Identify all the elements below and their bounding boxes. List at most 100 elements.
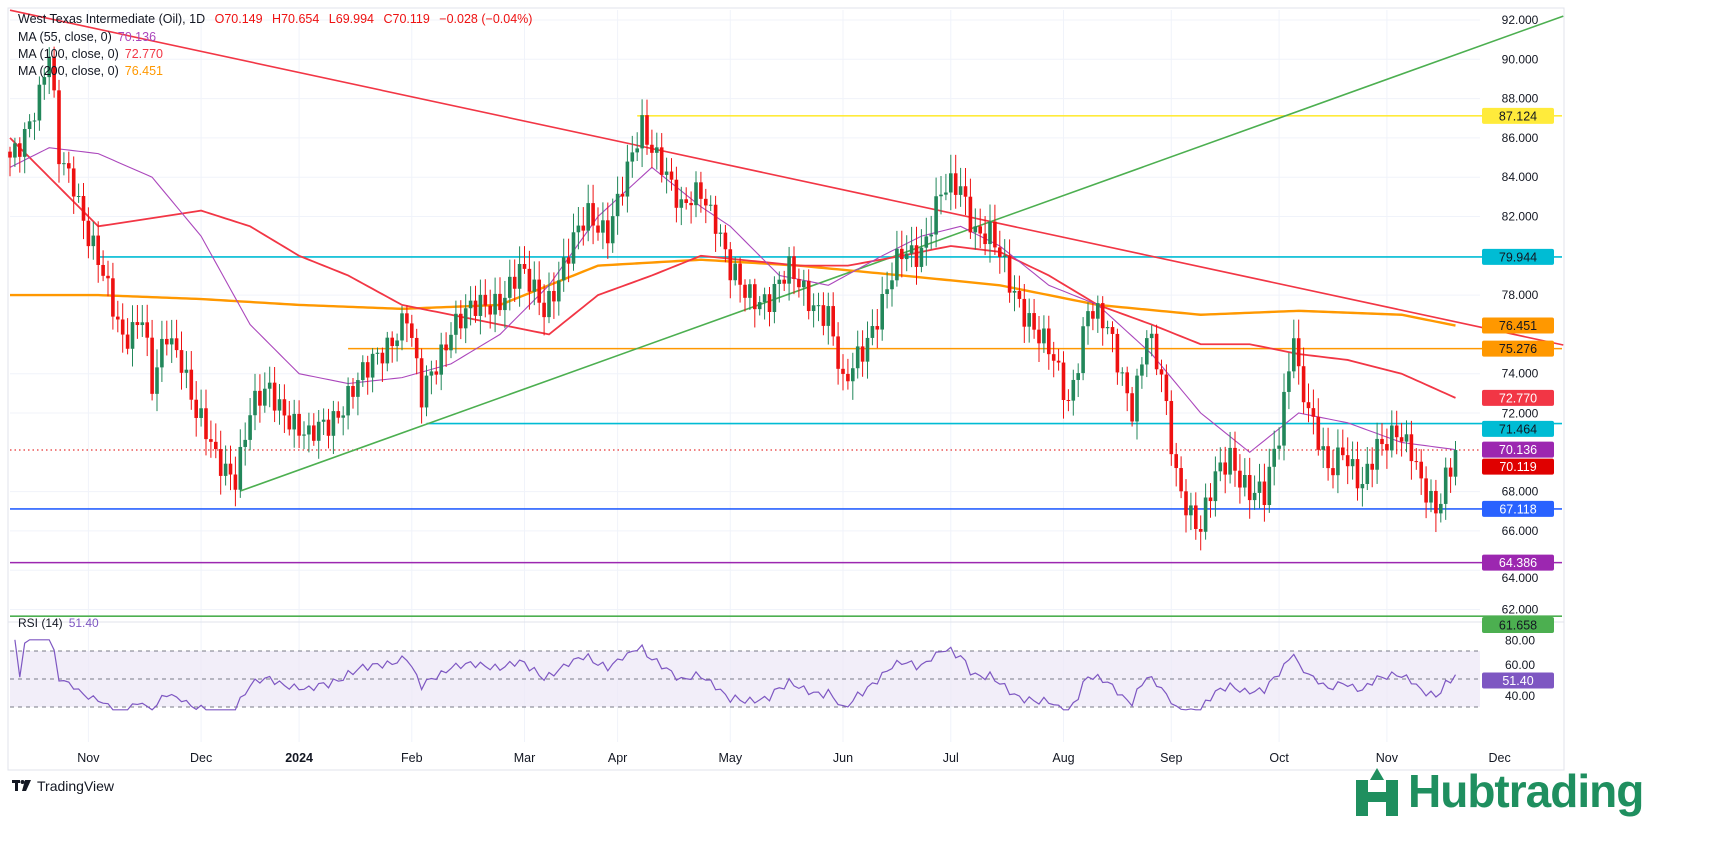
candle-down — [669, 171, 674, 180]
ma200-line — [10, 258, 1456, 327]
time-tick: 2024 — [285, 751, 313, 765]
candle-up — [851, 368, 855, 382]
candle-up — [429, 371, 434, 376]
price-tick: 68.000 — [1502, 485, 1539, 499]
candle-down — [405, 313, 409, 324]
candle-down — [488, 305, 492, 315]
candle-up — [1350, 459, 1355, 467]
candle-down — [1414, 461, 1419, 463]
ma55-label: MA (55, close, 0) — [18, 30, 112, 44]
candle-up — [718, 232, 723, 234]
price-tick: 90.000 — [1502, 52, 1539, 66]
candle-down — [797, 278, 801, 288]
candle-up — [1027, 313, 1031, 327]
price-badge-label: 79.944 — [1499, 250, 1537, 264]
candle-up — [571, 232, 576, 264]
candle-down — [1419, 461, 1423, 479]
candle-up — [1375, 438, 1379, 470]
candle-up — [316, 421, 321, 441]
candle-up — [944, 192, 948, 195]
candle-down — [581, 225, 586, 231]
candle-up — [42, 77, 47, 85]
candle-down — [1164, 374, 1169, 402]
candle-down — [684, 199, 688, 203]
candle-down — [473, 300, 478, 316]
candle-up — [361, 362, 365, 381]
candle-down — [704, 198, 708, 206]
candle-up — [1257, 481, 1262, 493]
candle-down — [537, 279, 541, 303]
ma100-line — [9, 137, 1456, 399]
time-tick: Apr — [608, 751, 627, 765]
candle-up — [1002, 255, 1007, 257]
candle-up — [356, 380, 360, 397]
candle-up — [1365, 463, 1370, 484]
time-tick: Oct — [1269, 751, 1289, 765]
candle-up — [439, 344, 443, 375]
candle-up — [1390, 425, 1394, 451]
candle-down — [1424, 478, 1428, 503]
candle-up — [130, 322, 135, 349]
candle-down — [1169, 401, 1174, 455]
candle-up — [47, 56, 51, 78]
price-badge — [1482, 317, 1554, 334]
candle-down — [900, 248, 904, 260]
candle-down — [101, 264, 105, 276]
rsi-value: 51.40 — [68, 616, 99, 630]
candle-down — [1159, 369, 1164, 375]
candle-up — [1287, 371, 1291, 392]
candle-up — [787, 256, 791, 284]
candle-down — [1399, 437, 1404, 442]
candle-down — [1174, 454, 1178, 469]
candle-up — [586, 203, 590, 231]
candle-up — [1120, 372, 1125, 374]
candle-down — [189, 369, 194, 400]
candle-down — [512, 276, 517, 289]
candle-down — [365, 362, 370, 378]
candle-down — [1448, 467, 1453, 477]
candle-up — [630, 152, 635, 162]
candle-up — [679, 199, 684, 208]
candle-down — [767, 294, 772, 312]
price-axis[interactable]: 92.000 90.000 88.000 87.124 86.000 84.000 82.0… — [1482, 13, 1554, 703]
candle-up — [1096, 303, 1100, 319]
candle-up — [160, 338, 164, 368]
candle-down — [483, 294, 488, 306]
candle-up — [478, 294, 483, 316]
candle-up — [463, 308, 468, 329]
time-axis[interactable]: Nov Dec 2024 Feb Mar Apr May Jun Jul Aug Sep Oct Nov… — [77, 751, 1510, 765]
candle-down — [978, 226, 982, 234]
candle-down — [1061, 362, 1066, 400]
candle-down — [1022, 298, 1027, 327]
candle-up — [400, 313, 404, 341]
candle-down — [792, 256, 796, 279]
ma55-legend[interactable]: MA (55, close, 0) 70.136 — [18, 30, 162, 44]
rsi-legend[interactable]: RSI (14) 51.40 — [18, 616, 105, 630]
candle-down — [914, 245, 919, 267]
candle-up — [1272, 448, 1276, 467]
candle-down — [1409, 434, 1414, 462]
time-tick: Feb — [401, 751, 423, 765]
candle-up — [557, 280, 561, 302]
candle-down — [1032, 313, 1036, 330]
candle-down — [1341, 447, 1345, 456]
ma100-legend[interactable]: MA (100, close, 0) 72.770 — [18, 47, 169, 61]
candle-up — [1081, 326, 1085, 374]
candle-down — [542, 302, 546, 318]
ma200-legend[interactable]: MA (200, close, 0) 76.451 — [18, 64, 169, 78]
candle-up — [1277, 445, 1281, 449]
candle-down — [998, 247, 1002, 257]
tradingview-logo[interactable]: TradingView — [12, 778, 114, 794]
candle-up — [424, 375, 429, 408]
candle-up — [870, 326, 875, 338]
candle-up — [1321, 446, 1325, 450]
candle-down — [459, 313, 463, 329]
candle-down — [71, 168, 76, 197]
candle-up — [748, 284, 752, 298]
candle-up — [958, 186, 963, 195]
candle-up — [341, 415, 345, 418]
candle-down — [606, 220, 610, 244]
candle-up — [517, 263, 522, 289]
candle-down — [860, 346, 865, 362]
